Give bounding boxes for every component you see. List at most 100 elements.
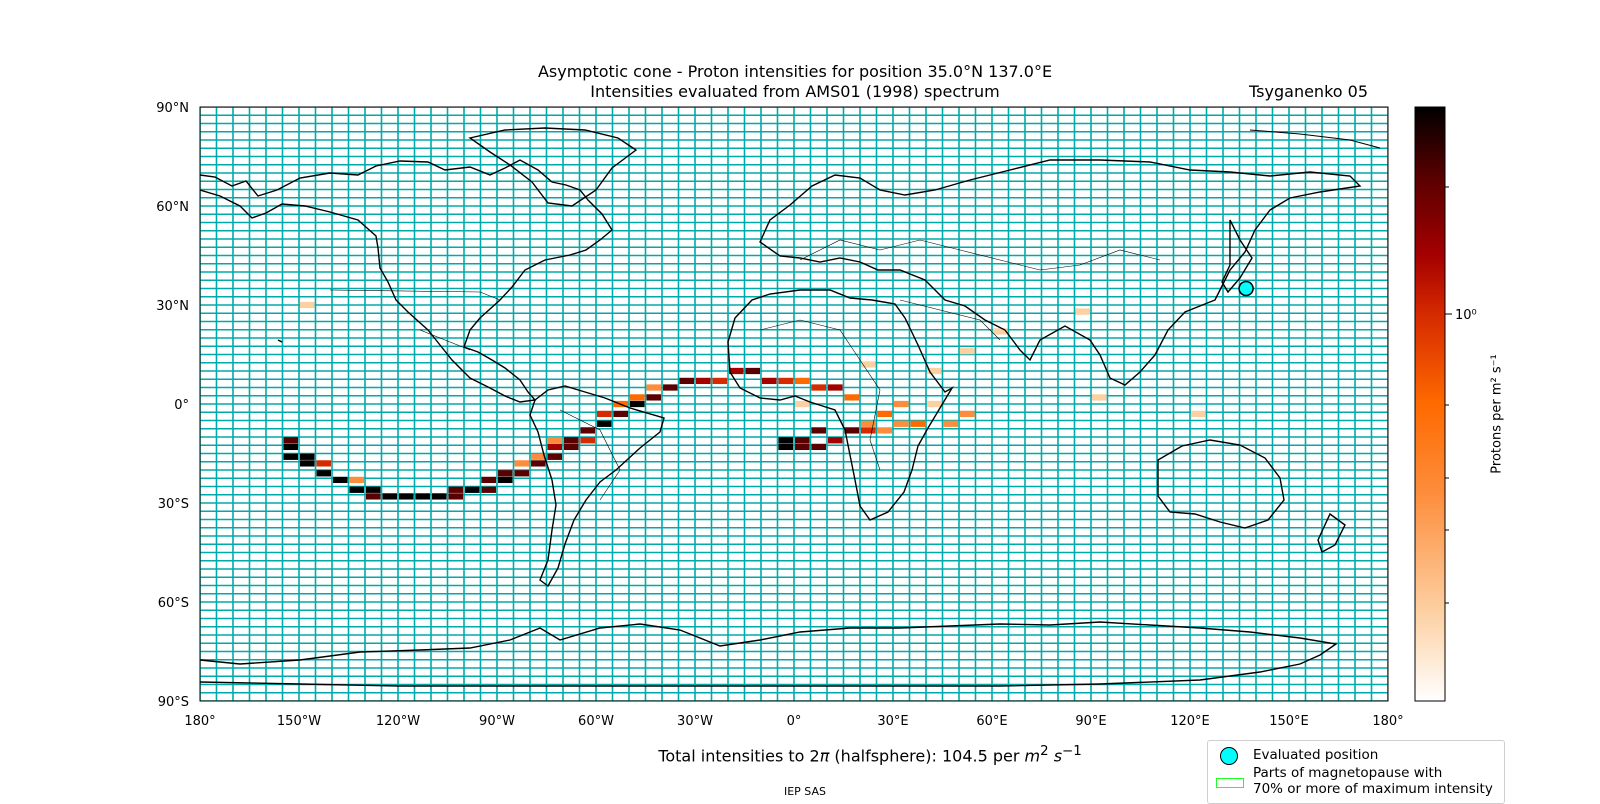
intensity-cell (696, 377, 711, 385)
pi-symbol: π (819, 746, 830, 766)
intensity-cell (630, 394, 645, 401)
magnetopause-grid (200, 107, 1388, 701)
intensity-cell (300, 301, 315, 309)
lat-label: 90°N (156, 101, 189, 116)
intensity-cell (861, 420, 876, 427)
lon-label: 60°W (578, 714, 614, 729)
intensity-cell (1075, 308, 1090, 315)
lat-label: 60°N (156, 200, 189, 215)
colorbar (1414, 106, 1446, 702)
intensity-cell (415, 493, 430, 500)
lon-label: 120°W (376, 714, 420, 729)
map-frame (199, 106, 1389, 702)
intensity-cell (943, 420, 958, 427)
intensity-cell (531, 453, 546, 460)
lon-label: 150°E (1269, 714, 1309, 729)
longitude-tick-labels: 180° 150°W 120°W 90°W 60°W 30°W 0° 30°E … (184, 714, 1403, 729)
intensity-cell (366, 486, 381, 493)
intensity-cell (448, 493, 463, 500)
intensity-cell (597, 420, 612, 427)
intensity-cell (580, 437, 595, 444)
intensity-cell (382, 493, 397, 500)
intensity-cell (960, 410, 975, 418)
intensity-cell (993, 328, 1008, 335)
intensity-cell (432, 493, 447, 500)
lat-label: 60°S (158, 596, 189, 611)
intensity-cell (283, 453, 298, 460)
intensity-cell (498, 470, 513, 477)
lon-label: 90°E (1075, 714, 1106, 729)
intensity-cell (465, 486, 480, 493)
lat-label: 0° (174, 398, 189, 413)
magnetopause-legend-box (1216, 778, 1244, 788)
intensity-cell (580, 427, 595, 434)
intensity-cell (300, 460, 315, 467)
intensity-cell (316, 470, 331, 477)
intensity-cell (778, 443, 793, 451)
intensity-cell (795, 400, 810, 408)
evaluated-position-legend-marker (1220, 747, 1238, 765)
legend-label: Evaluated position (1253, 747, 1379, 763)
lon-label: 0° (787, 714, 802, 729)
intensity-cell (679, 377, 694, 385)
lon-label: 30°E (877, 714, 908, 729)
intensity-cell (927, 400, 942, 408)
intensity-cell (811, 427, 826, 434)
intensity-cell (795, 443, 810, 451)
intensity-cell (531, 460, 546, 467)
intensity-cell (729, 367, 744, 375)
legend-label: Parts of magnetopause with (1253, 765, 1443, 781)
lon-label: 180° (184, 714, 215, 729)
intensity-cell (795, 377, 810, 385)
colorbar-tick-label: 10⁰ (1455, 308, 1477, 323)
legend-label: 70% or more of maximum intensity (1253, 781, 1493, 797)
intensity-cell (910, 420, 925, 427)
intensity-cell (646, 384, 661, 391)
intensity-cell (762, 377, 777, 385)
lon-label: 60°E (976, 714, 1007, 729)
credit-label: IEP SAS (783, 785, 827, 798)
intensity-cell (778, 437, 793, 444)
intensity-cell (498, 476, 513, 484)
intensity-cell (828, 437, 843, 444)
intensity-cell (547, 453, 562, 460)
intensity-cell (894, 420, 909, 427)
intensity-cell (927, 367, 942, 375)
total-intensity-middle: (halfsphere): 104.5 per (829, 746, 1025, 766)
intensity-cell (630, 400, 645, 408)
unit-s: s (1053, 746, 1063, 766)
intensity-cell (283, 437, 298, 444)
intensity-cell (547, 443, 562, 451)
colorbar-ticks (1445, 186, 1452, 604)
intensity-cell (778, 377, 793, 385)
intensity-cell (613, 410, 628, 418)
intensity-cell (745, 367, 760, 375)
unit-m: m (1024, 746, 1041, 766)
unit-s-exponent: −1 (1062, 744, 1082, 759)
chart-subtitle: Intensities evaluated from AMS01 (1998) … (590, 82, 1000, 101)
lon-label: 150°W (277, 714, 321, 729)
intensity-cell (481, 476, 496, 484)
model-label: Tsyganenko 05 (1249, 82, 1368, 101)
intensity-cell (960, 348, 975, 355)
intensity-cell (811, 384, 826, 391)
chart-title: Asymptotic cone - Proton intensities for… (537, 62, 1053, 81)
total-intensity-label: Total intensities to 2π (halfsphere): 10… (0, 744, 1600, 765)
intensity-cell (663, 384, 678, 391)
intensity-cell (646, 394, 661, 401)
intensity-cell (333, 476, 348, 484)
lat-label: 90°S (158, 695, 189, 710)
intensity-cell (861, 361, 876, 368)
lon-label: 120°E (1170, 714, 1210, 729)
intensity-cell (564, 443, 579, 451)
intensity-cell (811, 443, 826, 451)
intensity-cell (828, 384, 843, 391)
intensity-cell (514, 470, 529, 477)
lat-label: 30°N (156, 299, 189, 314)
intensity-cell (844, 427, 859, 434)
intensity-cell (1092, 394, 1107, 401)
evaluated-position-marker (1238, 280, 1254, 297)
total-intensity-prefix: Total intensities to 2 (658, 746, 820, 766)
intensity-cell (366, 493, 381, 500)
